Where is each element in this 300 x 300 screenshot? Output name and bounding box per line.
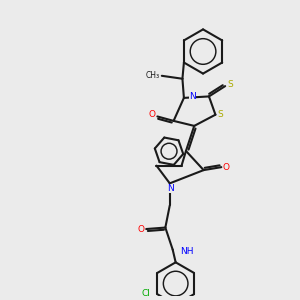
Text: O: O [223,163,230,172]
Text: CH₃: CH₃ [145,71,159,80]
Text: O: O [138,224,145,233]
Text: S: S [218,110,223,119]
Text: NH: NH [180,247,194,256]
Text: O: O [149,110,156,119]
Text: S: S [227,80,233,89]
Text: Cl: Cl [142,289,151,298]
Text: N: N [189,92,196,101]
Text: N: N [167,184,174,193]
